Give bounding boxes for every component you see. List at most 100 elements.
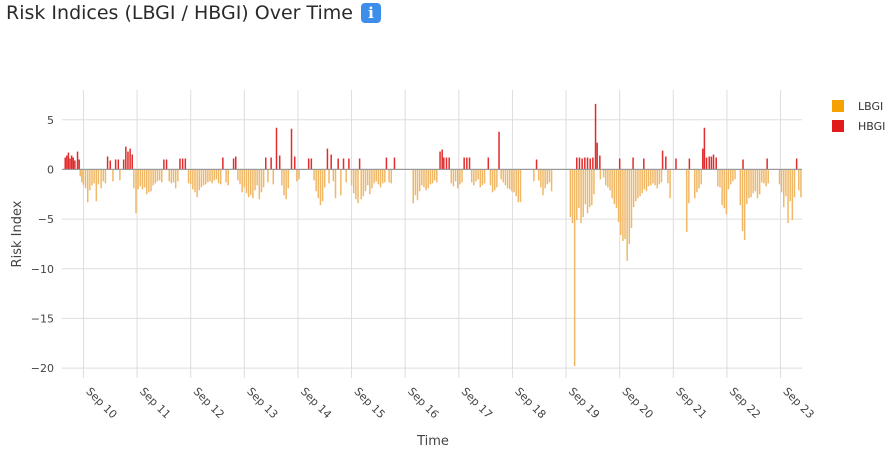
bar-lbgi[interactable] [373, 169, 375, 184]
bar-lbgi[interactable] [388, 169, 390, 183]
bar-lbgi[interactable] [607, 169, 609, 188]
bar-lbgi[interactable] [519, 169, 522, 203]
bar-lbgi[interactable] [340, 169, 342, 196]
bar-lbgi[interactable] [243, 169, 246, 188]
bar-hbgi[interactable] [710, 156, 713, 170]
bar-hbgi[interactable] [163, 159, 165, 170]
bar-lbgi[interactable] [500, 169, 502, 180]
bar-lbgi[interactable] [624, 169, 626, 239]
bar-lbgi[interactable] [658, 169, 661, 185]
bar-lbgi[interactable] [207, 169, 209, 183]
bar-lbgi[interactable] [650, 169, 652, 186]
bar-lbgi[interactable] [390, 169, 393, 184]
bar-lbgi[interactable] [225, 169, 227, 183]
bar-lbgi[interactable] [119, 169, 121, 181]
bar-lbgi[interactable] [785, 169, 787, 197]
bar-lbgi[interactable] [112, 169, 114, 182]
bar-lbgi[interactable] [296, 169, 298, 182]
bar-lbgi[interactable] [491, 169, 494, 193]
bar-lbgi[interactable] [177, 169, 179, 182]
bar-lbgi[interactable] [427, 169, 430, 189]
bar-lbgi[interactable] [750, 169, 752, 198]
bar-lbgi[interactable] [470, 169, 473, 183]
bar-lbgi[interactable] [685, 169, 688, 233]
bar-hbgi[interactable] [125, 146, 127, 170]
bar-lbgi[interactable] [461, 169, 463, 183]
bar-hbgi[interactable] [165, 159, 168, 170]
bar-lbgi[interactable] [599, 169, 602, 180]
bar-lbgi[interactable] [375, 169, 377, 182]
bar-hbgi[interactable] [290, 128, 293, 170]
bar-lbgi[interactable] [569, 169, 572, 218]
bar-hbgi[interactable] [64, 157, 66, 170]
bar-lbgi[interactable] [622, 169, 624, 241]
bar-lbgi[interactable] [591, 169, 593, 206]
bar-lbgi[interactable] [200, 169, 203, 188]
bar-lbgi[interactable] [431, 169, 434, 184]
bar-lbgi[interactable] [632, 169, 635, 208]
bar-lbgi[interactable] [537, 169, 540, 181]
bar-lbgi[interactable] [746, 169, 748, 205]
bar-lbgi[interactable] [317, 169, 320, 199]
bar-hbgi[interactable] [278, 155, 281, 170]
bar-lbgi[interactable] [540, 169, 542, 188]
bar-lbgi[interactable] [281, 169, 283, 186]
bar-hbgi[interactable] [222, 157, 224, 170]
bar-lbgi[interactable] [283, 169, 285, 196]
bar-hbgi[interactable] [463, 157, 465, 170]
bar-lbgi[interactable] [93, 169, 95, 184]
bar-hbgi[interactable] [232, 158, 235, 170]
bar-lbgi[interactable] [548, 169, 551, 183]
bar-hbgi[interactable] [586, 157, 589, 170]
bar-lbgi[interactable] [425, 169, 427, 191]
bar-lbgi[interactable] [639, 169, 641, 197]
bar-hbgi[interactable] [535, 159, 538, 170]
bar-lbgi[interactable] [611, 169, 613, 199]
bar-hbgi[interactable] [441, 149, 443, 170]
bar-hbgi[interactable] [795, 158, 798, 170]
legend-item-lbgi[interactable]: LBGI [832, 96, 885, 116]
bar-lbgi[interactable] [609, 169, 611, 191]
bar-lbgi[interactable] [515, 169, 517, 197]
bar-lbgi[interactable] [102, 169, 105, 182]
bar-hbgi[interactable] [594, 103, 597, 170]
bar-lbgi[interactable] [580, 169, 582, 224]
bar-lbgi[interactable] [533, 169, 535, 182]
bar-lbgi[interactable] [459, 169, 461, 185]
bar-lbgi[interactable] [412, 169, 414, 204]
bar-lbgi[interactable] [511, 169, 513, 192]
bar-lbgi[interactable] [630, 169, 633, 229]
bar-lbgi[interactable] [739, 169, 742, 206]
bar-hbgi[interactable] [358, 158, 361, 170]
bar-lbgi[interactable] [477, 169, 479, 180]
bar-lbgi[interactable] [241, 169, 243, 193]
bar-lbgi[interactable] [252, 169, 254, 199]
bar-hbgi[interactable] [129, 148, 131, 170]
bar-hbgi[interactable] [72, 157, 75, 170]
bar-hbgi[interactable] [127, 151, 129, 170]
bar-lbgi[interactable] [350, 169, 353, 186]
bar-lbgi[interactable] [578, 169, 580, 209]
bar-lbgi[interactable] [669, 169, 671, 199]
bar-lbgi[interactable] [725, 169, 728, 215]
bar-hbgi[interactable] [708, 156, 710, 170]
bar-lbgi[interactable] [313, 169, 315, 181]
bar-lbgi[interactable] [79, 169, 81, 177]
bar-lbgi[interactable] [778, 169, 781, 185]
bar-lbgi[interactable] [479, 169, 482, 188]
bar-lbgi[interactable] [84, 169, 87, 189]
bar-lbgi[interactable] [156, 169, 159, 182]
bar-hbgi[interactable] [443, 157, 445, 170]
bar-lbgi[interactable] [729, 169, 732, 185]
bar-hbgi[interactable] [78, 159, 80, 170]
bar-hbgi[interactable] [66, 155, 68, 170]
bar-hbgi[interactable] [584, 157, 586, 170]
bar-lbgi[interactable] [198, 169, 201, 191]
bar-lbgi[interactable] [95, 169, 98, 202]
bar-hbgi[interactable] [270, 157, 272, 170]
bar-hbgi[interactable] [498, 131, 500, 170]
bar-hbgi[interactable] [703, 127, 706, 170]
bar-lbgi[interactable] [204, 169, 207, 185]
bar-hbgi[interactable] [705, 157, 708, 170]
bar-lbgi[interactable] [573, 169, 576, 367]
